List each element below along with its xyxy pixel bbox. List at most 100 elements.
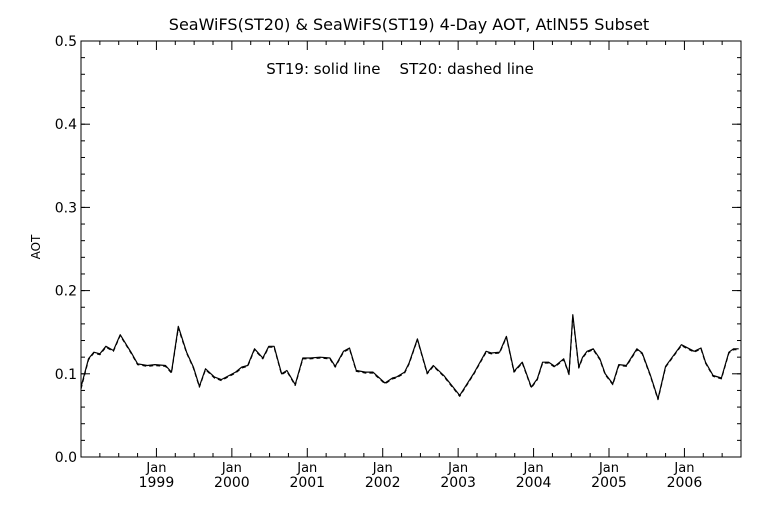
data-point-st19 xyxy=(593,348,594,349)
data-point-st20 xyxy=(254,349,255,350)
data-point-st20 xyxy=(605,374,606,375)
data-point-st20 xyxy=(705,363,706,364)
data-point-st20 xyxy=(522,363,523,364)
data-point-st20 xyxy=(199,387,200,388)
x-tick-month-label: Jan xyxy=(221,461,242,476)
x-tick-month-label: Jan xyxy=(372,461,393,476)
data-point-st20 xyxy=(171,373,172,374)
y-tick-label: 0.5 xyxy=(55,34,77,50)
chart-title: SeaWiFS(ST20) & SeaWiFS(ST19) 4-Day AOT,… xyxy=(169,15,649,34)
data-point-st19 xyxy=(738,348,739,349)
data-point-st20 xyxy=(531,387,532,388)
series-layer xyxy=(80,314,739,401)
data-point-st20 xyxy=(286,371,287,372)
data-point-st20 xyxy=(665,367,666,368)
data-point-st20 xyxy=(542,363,543,364)
series-line-st20 xyxy=(80,315,739,401)
y-tick-label: 0.2 xyxy=(55,284,77,300)
data-point-st20 xyxy=(113,351,114,352)
data-point-st20 xyxy=(214,378,215,379)
data-point-st20 xyxy=(433,366,434,367)
data-point-st19 xyxy=(694,351,695,352)
data-point-st20 xyxy=(618,365,619,366)
data-point-st20 xyxy=(99,354,100,355)
y-tick-label: 0.4 xyxy=(55,117,77,133)
y-tick-label: 0.1 xyxy=(55,367,77,383)
data-point-st20 xyxy=(514,372,515,373)
data-point-st19 xyxy=(396,377,397,378)
data-point-st20 xyxy=(409,363,410,364)
data-point-st20 xyxy=(404,373,405,374)
data-point-st20 xyxy=(733,349,734,350)
data-point-st20 xyxy=(681,345,682,346)
data-point-st19 xyxy=(572,314,573,315)
data-point-st19 xyxy=(343,351,344,352)
x-tick-month-label: Jan xyxy=(296,461,317,476)
data-point-st20 xyxy=(443,376,444,377)
data-point-st20 xyxy=(593,349,594,350)
data-point-st20 xyxy=(612,384,613,385)
data-point-st20 xyxy=(721,378,722,379)
data-point-st20 xyxy=(738,349,739,350)
data-point-st20 xyxy=(713,376,714,377)
data-point-st20 xyxy=(563,359,564,360)
data-point-st20 xyxy=(658,399,659,400)
data-point-st19 xyxy=(587,351,588,352)
data-point-st20 xyxy=(459,396,460,397)
data-point-st20 xyxy=(474,373,475,374)
data-point-st20 xyxy=(120,335,121,336)
data-point-st20 xyxy=(578,368,579,369)
data-point-st20 xyxy=(302,358,303,359)
data-point-st20 xyxy=(147,366,148,367)
data-point-st20 xyxy=(650,376,651,377)
data-point-st20 xyxy=(329,358,330,359)
data-point-st20 xyxy=(506,337,507,338)
data-point-st20 xyxy=(262,358,263,359)
data-point-st20 xyxy=(93,353,94,354)
x-tick-month-label: Jan xyxy=(673,461,694,476)
data-point-st20 xyxy=(537,379,538,380)
data-point-st20 xyxy=(569,374,570,375)
data-point-st20 xyxy=(295,385,296,386)
x-tick-year-label: 2001 xyxy=(289,475,325,491)
data-point-st19 xyxy=(178,326,179,327)
data-point-st20 xyxy=(281,374,282,375)
x-tick-year-label: 2000 xyxy=(214,475,250,491)
data-point-st20 xyxy=(636,349,637,350)
data-point-st20 xyxy=(499,353,500,354)
data-point-st20 xyxy=(235,373,236,374)
data-point-st20 xyxy=(343,352,344,353)
data-point-st20 xyxy=(274,347,275,348)
series-st19 xyxy=(80,314,739,400)
data-point-st20 xyxy=(178,328,179,329)
data-point-st20 xyxy=(186,353,187,354)
data-point-st20 xyxy=(396,378,397,379)
y-axis-ticks: 0.0 0.1 0.2 0.3 0.4 0.5 xyxy=(55,34,741,466)
data-point-st20 xyxy=(486,352,487,353)
data-point-st20 xyxy=(365,373,366,374)
data-point-st20 xyxy=(554,367,555,368)
data-point-st20 xyxy=(427,373,428,374)
y-tick-label: 0.3 xyxy=(55,200,77,216)
x-tick-year-label: 2003 xyxy=(440,475,476,491)
series-st20 xyxy=(80,315,739,401)
data-point-st20 xyxy=(587,352,588,353)
data-point-st20 xyxy=(165,366,166,367)
data-point-st20 xyxy=(137,364,138,365)
x-tick-year-label: 2005 xyxy=(591,475,627,491)
data-point-st20 xyxy=(548,363,549,364)
data-point-st20 xyxy=(372,373,373,374)
data-point-st20 xyxy=(193,368,194,369)
data-point-st20 xyxy=(701,348,702,349)
x-tick-year-label: 2006 xyxy=(667,475,703,491)
x-tick-month-label: Jan xyxy=(598,461,619,476)
data-point-st20 xyxy=(642,353,643,354)
data-point-st20 xyxy=(205,369,206,370)
data-point-st20 xyxy=(105,347,106,348)
x-axis-ticks: Jan1999Jan2000Jan2001Jan2002Jan2003Jan20… xyxy=(80,41,742,491)
data-point-st20 xyxy=(582,358,583,359)
chart-annotation: ST19: solid line ST20: dashed line xyxy=(266,60,534,78)
data-point-st20 xyxy=(349,348,350,349)
data-point-st19 xyxy=(235,372,236,373)
